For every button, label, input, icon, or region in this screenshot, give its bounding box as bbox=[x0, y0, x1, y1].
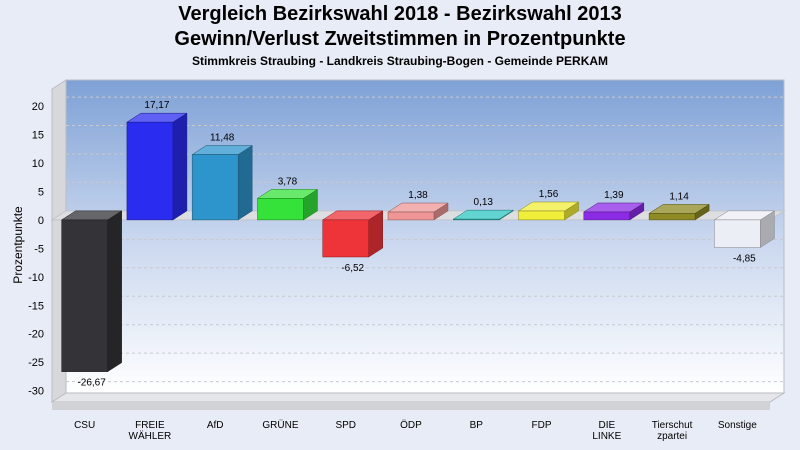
y-tick-label: 0 bbox=[38, 215, 44, 227]
bar bbox=[191, 145, 254, 221]
bar bbox=[387, 202, 449, 221]
bar-value-label: 1,38 bbox=[408, 190, 428, 201]
bar bbox=[713, 210, 776, 248]
bar-value-label: 3,78 bbox=[278, 176, 298, 187]
y-axis-ticks: 20 15 10 5 0 -5 -10 -15 -20 -25 -30 bbox=[28, 101, 44, 398]
bars: -26,67 17,17 11,48 3,78 -6,52 1,38 0,13 1,56 1,3… bbox=[60, 100, 776, 389]
y-axis-label: Prozentpunkte bbox=[11, 206, 25, 284]
bar bbox=[126, 112, 188, 221]
x-category-label: FDP bbox=[532, 420, 552, 431]
x-category-label: Sonstige bbox=[718, 420, 757, 431]
bar-value-label: -6,52 bbox=[341, 263, 364, 274]
y-tick-label: 10 bbox=[32, 158, 44, 170]
bar bbox=[256, 188, 319, 221]
bar-value-label: 1,14 bbox=[669, 191, 689, 202]
y-tick-label: -25 bbox=[28, 357, 44, 369]
x-category-label: CSU bbox=[74, 420, 95, 431]
x-axis-categories: CSU FREIE WÄHLER AfD GRÜNE SPD ÖDP BP FDP DIE LINK… bbox=[74, 419, 757, 442]
x-category-label: GRÜNE bbox=[262, 419, 298, 431]
y-tick-label: -30 bbox=[28, 386, 44, 398]
x-category-label: AfD bbox=[207, 420, 224, 431]
chart-subsubtitle: Stimmkreis Straubing - Landkreis Straubi… bbox=[191, 54, 609, 68]
y-tick-label: 5 bbox=[38, 186, 44, 198]
y-tick-label: -20 bbox=[28, 329, 44, 341]
bar bbox=[517, 201, 580, 221]
bar-value-label: -26,67 bbox=[77, 378, 106, 389]
x-category-label: ÖDP bbox=[400, 419, 422, 431]
x-category-label: FREIE WÄHLER bbox=[129, 420, 172, 442]
bar bbox=[648, 203, 710, 221]
bar-value-label: 1,56 bbox=[539, 189, 559, 200]
y-tick-label: 20 bbox=[32, 101, 44, 113]
chart-subtitle: Gewinn/Verlust Zweitstimmen in Prozentpu… bbox=[174, 28, 626, 50]
bar bbox=[582, 202, 645, 221]
bar-value-label: -4,85 bbox=[733, 253, 756, 264]
bar bbox=[452, 209, 515, 221]
y-tick-label: -5 bbox=[34, 243, 44, 255]
bar bbox=[321, 210, 384, 258]
y-tick-label: 15 bbox=[32, 130, 44, 142]
y-tick-label: -15 bbox=[28, 300, 44, 312]
chart-title: Vergleich Bezirkswahl 2018 - Bezirkswahl… bbox=[178, 3, 622, 25]
bar-value-label: 17,17 bbox=[144, 100, 169, 111]
x-category-label: BP bbox=[470, 420, 484, 431]
bar bbox=[60, 210, 123, 373]
bar-value-label: 0,13 bbox=[474, 197, 494, 208]
x-category-label: Tierschut zpartei bbox=[652, 420, 693, 442]
x-category-label: DIE LINKE bbox=[592, 420, 621, 442]
bar-value-label: 1,39 bbox=[604, 190, 624, 201]
bar-value-label: 11,48 bbox=[210, 133, 235, 144]
y-tick-label: -10 bbox=[28, 272, 44, 284]
x-category-label: SPD bbox=[335, 420, 356, 431]
